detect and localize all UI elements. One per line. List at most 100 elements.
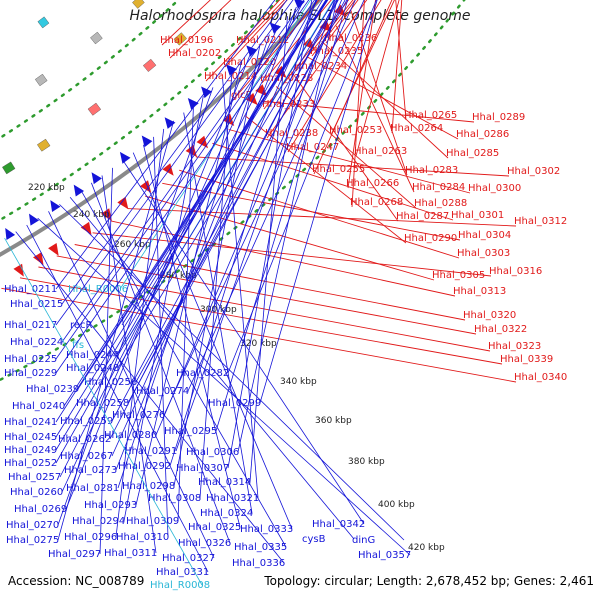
gene-arrow (119, 151, 131, 164)
forward-gene-label-41: Hhal_0340 (514, 372, 567, 383)
gene-arrow (225, 64, 238, 76)
reverse-gene-label-12: Hhal_0256 (84, 377, 137, 388)
reverse-leader-18 (259, 0, 378, 404)
gene-mark-track1-30 (29, 213, 40, 226)
forward-gene-label-37: Hhal_0320 (463, 310, 516, 321)
reverse-leader-1 (119, 0, 312, 290)
gene-mark-track0-26 (196, 135, 209, 149)
forward-leader-9 (311, 0, 356, 57)
forward-leader-40 (19, 277, 503, 365)
gene-box (173, 32, 187, 46)
reverse-gene-label-21: Hhal_0245 (4, 432, 57, 443)
reverse-gene-label-1: Hhal_R0006 (68, 284, 128, 295)
gene-arrow (164, 117, 176, 129)
gene-arrow (80, 221, 92, 235)
gene-mark-track1-31 (5, 227, 16, 240)
reverse-gene-label-10: Hhal_0248 (66, 363, 119, 374)
reverse-gene-label-61: Hhal_0336 (232, 558, 285, 569)
forward-gene-label-13: Hhal_0253 (329, 125, 382, 136)
forward-gene-label-0: Hhal_0196 (160, 35, 213, 46)
tick-label-1: 240 kbp (73, 210, 110, 220)
reverse-leader-35 (61, 25, 279, 493)
reverse-gene-label-38: Hhal_0269 (14, 504, 67, 515)
accession-text: Accession: NC_008789 (8, 574, 145, 588)
forward-gene-label-25: Hhal_0288 (414, 198, 467, 209)
tick-label-6: 340 kbp (280, 377, 317, 387)
gene-mark-track1-24 (164, 117, 176, 129)
forward-leader-20 (350, 9, 408, 176)
forward-leader-17 (395, 0, 407, 121)
reverse-gene-label-4: recR (70, 320, 93, 331)
reverse-gene-label-50: Hhal_0333 (240, 524, 293, 535)
forward-leader-8 (325, 0, 359, 44)
forward-leader-28 (228, 129, 471, 194)
gene-mark-track1-22 (201, 86, 213, 99)
forward-gene-label-20: Hhal_0283 (405, 165, 458, 176)
reverse-leader-49 (143, 144, 241, 528)
reverse-gene-label-27: Hhal_0306 (186, 447, 239, 458)
reverse-leader-10 (117, 0, 339, 369)
reverse-gene-label-13: Hhal_0282 (176, 368, 229, 379)
tick-label-0: 220 kbp (28, 183, 65, 193)
reverse-leader-62 (4, 238, 203, 586)
forward-leader-10 (295, 0, 354, 72)
gene-arrow (33, 252, 44, 266)
reverse-leader-53 (101, 175, 157, 554)
reverse-leader-2 (61, 0, 288, 305)
tick-label-8: 380 kbp (348, 457, 385, 467)
reverse-gene-label-8: Hhal_0244 (66, 350, 119, 361)
reverse-gene-label-18: Hhal_0299 (208, 398, 261, 409)
gene-mark-track3-11 (34, 73, 48, 87)
forward-gene-label-22: Hhal_0285 (446, 148, 499, 159)
forward-gene-label-14: Hhal_0255 (312, 164, 365, 175)
forward-leader-3 (224, 0, 288, 68)
gene-mark-track0-27 (185, 144, 198, 158)
forward-gene-label-34: Hhal_0312 (514, 216, 567, 227)
reverse-gene-label-60: Hhal_0331 (156, 567, 209, 578)
reverse-gene-label-43: Hhal_0294 (72, 516, 125, 527)
reverse-gene-label-51: Hhal_0342 (312, 519, 365, 530)
gene-mark-track2-10 (173, 32, 187, 46)
forward-gene-label-21: Hhal_0284 (412, 182, 465, 193)
forward-leader-4 (205, 0, 285, 82)
gene-arrow (100, 208, 112, 221)
gene-arrow (50, 200, 61, 213)
gene-arrow (246, 45, 258, 57)
gene-mark-track0-29 (140, 180, 152, 193)
gene-mark-track1-29 (50, 200, 61, 213)
reverse-gene-label-17: Hhal_0276 (112, 410, 165, 421)
reverse-leader-17 (163, 0, 356, 416)
gene-mark-track1-27 (91, 172, 102, 185)
gene-arrow (196, 135, 209, 149)
gene-box (2, 161, 16, 175)
reverse-leader-13 (227, 0, 377, 374)
reverse-leader-58 (48, 211, 215, 559)
forward-gene-label-27: Hhal_0290 (404, 233, 457, 244)
reverse-leader-57 (59, 204, 405, 541)
gene-box (90, 31, 103, 45)
reverse-gene-label-42: Hhal_0270 (6, 520, 59, 531)
forward-gene-label-24: Hhal_0287 (396, 211, 449, 222)
reverse-gene-label-62: Hhal_R0008 (150, 580, 210, 591)
forward-gene-label-8: Hhal_0236 (324, 33, 377, 44)
tick-label-5: 320 kbp (240, 339, 277, 349)
gene-arrow (5, 227, 16, 240)
reverse-gene-label-6: ffs (72, 340, 84, 351)
reverse-leader-28 (55, 0, 317, 464)
tick-label-9: 400 kbp (378, 500, 415, 510)
reverse-leader-3 (55, 0, 294, 326)
gene-mark-track3-10 (90, 31, 103, 45)
forward-gene-label-19: Hhal_0268 (350, 197, 403, 208)
gene-mark-track1-21 (225, 64, 238, 76)
gene-arrow (117, 196, 129, 210)
gene-mark-track2-11 (142, 58, 157, 72)
gene-mark-track1-18 (293, 0, 305, 9)
forward-leader-7 (263, 0, 350, 110)
reverse-gene-label-47: Hhal_0296 (64, 532, 117, 543)
gene-mark-track2-13 (37, 138, 51, 152)
reverse-gene-label-59: Hhal_0357 (358, 550, 411, 561)
gene-mark-track0-31 (100, 208, 112, 221)
reverse-gene-label-57: dinG (352, 535, 375, 546)
reverse-gene-label-40: Hhal_0308 (148, 493, 201, 504)
